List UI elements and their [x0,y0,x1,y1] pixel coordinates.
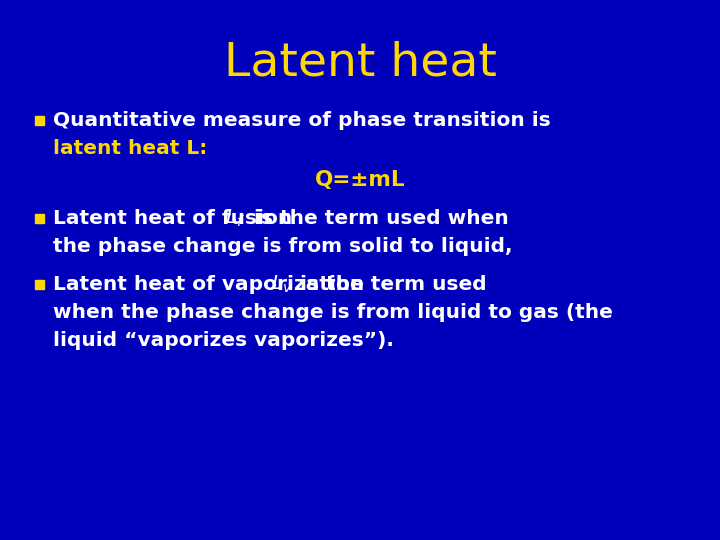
Text: Q=±mL: Q=±mL [315,170,405,190]
Text: when the phase change is from liquid to gas (the: when the phase change is from liquid to … [53,302,613,321]
Text: Quantitative measure of phase transition is: Quantitative measure of phase transition… [53,111,551,130]
Text: $\mathit{L}_v$: $\mathit{L}_v$ [271,273,293,295]
Text: latent heat L:: latent heat L: [53,138,207,158]
Text: is the term used when: is the term used when [247,208,509,227]
Text: is the term used: is the term used [293,274,487,294]
Bar [35,280,44,288]
Text: liquid “vaporizes vaporizes”).: liquid “vaporizes vaporizes”). [53,330,394,349]
Bar [35,116,44,125]
Text: the phase change is from solid to liquid,: the phase change is from solid to liquid… [53,237,513,255]
Text: Latent heat of fusion: Latent heat of fusion [53,208,300,227]
Text: Latent heat: Latent heat [224,40,496,85]
Text: Latent heat of vaporization: Latent heat of vaporization [53,274,372,294]
Text: $\mathit{L}_f$: $\mathit{L}_f$ [225,207,245,228]
Bar [35,213,44,222]
